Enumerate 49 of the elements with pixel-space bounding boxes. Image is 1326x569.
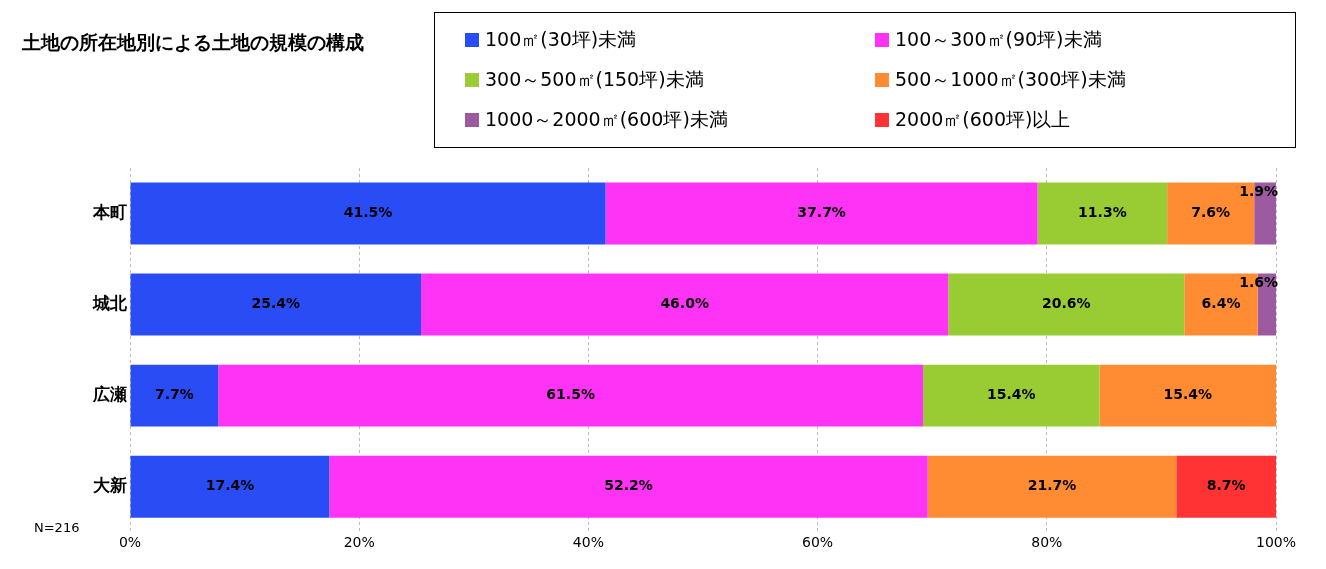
data-label: 7.7% (154, 386, 194, 403)
x-tick-label: 40% (572, 534, 604, 551)
legend-label: 100～300㎡(90坪)未満 (895, 27, 1102, 52)
data-label: 8.7% (1206, 477, 1246, 494)
bar (421, 273, 949, 336)
bar (130, 182, 606, 245)
bar (1037, 182, 1168, 245)
bar (927, 455, 1177, 518)
data-label: 15.4% (986, 386, 1036, 403)
x-tick-label: 0% (118, 534, 142, 551)
bar (605, 182, 1038, 245)
data-label: 41.5% (343, 204, 393, 221)
y-tick-label: 大新 (93, 475, 127, 496)
legend-label: 300～500㎡(150坪)未満 (485, 67, 704, 92)
bar (329, 455, 928, 518)
data-label: 20.6% (1041, 295, 1091, 312)
data-label: 46.0% (660, 295, 709, 312)
chart-title: 土地の所在地別による土地の規模の構成 (22, 30, 364, 55)
bar (130, 364, 219, 427)
bar (923, 364, 1100, 427)
legend-label: 2000㎡(600坪)以上 (895, 107, 1071, 132)
data-label: 7.6% (1191, 204, 1231, 221)
x-tick-label: 60% (802, 534, 834, 551)
bar (130, 273, 422, 336)
y-tick-label: 城北 (92, 293, 128, 313)
data-label: 15.4% (1163, 386, 1213, 403)
data-label: 1.6% (1239, 274, 1278, 291)
legend-label: 1000～2000㎡(600坪)未満 (485, 107, 728, 132)
text: N=216 (34, 520, 80, 535)
bar (218, 364, 924, 427)
y-tick-label: 本町 (92, 201, 127, 222)
x-tick-label: 80% (1031, 534, 1063, 551)
bar (130, 455, 330, 518)
legend-label: 500～1000㎡(300坪)未満 (895, 67, 1126, 92)
data-label: 37.7% (797, 204, 846, 221)
data-label: 11.3% (1078, 204, 1127, 221)
data-label: 52.2% (604, 477, 653, 494)
legend-label: 100㎡(30坪)未満 (485, 27, 637, 52)
data-label: 17.4% (205, 477, 255, 494)
y-tick-label: 広瀬 (92, 384, 127, 405)
data-label: 6.4% (1201, 295, 1241, 312)
bar (1099, 364, 1276, 427)
x-tick-label: 100% (1255, 534, 1297, 551)
data-label: 21.7% (1027, 477, 1077, 494)
data-label: 61.5% (546, 386, 595, 403)
data-label: 25.4% (251, 295, 301, 312)
bar (948, 273, 1185, 336)
x-tick-label: 20% (343, 534, 375, 551)
bar (1176, 455, 1276, 518)
